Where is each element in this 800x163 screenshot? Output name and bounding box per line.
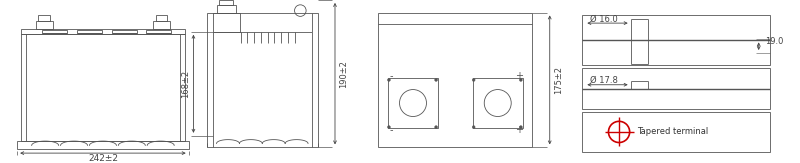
Text: 242±2: 242±2 bbox=[88, 154, 118, 163]
Bar bbox=[378, 13, 532, 147]
Bar bbox=[111, 30, 137, 33]
Bar bbox=[18, 141, 189, 149]
Bar bbox=[388, 78, 438, 128]
Circle shape bbox=[387, 126, 390, 129]
Bar bbox=[21, 29, 185, 34]
Text: 175±2: 175±2 bbox=[554, 66, 563, 94]
Text: Tapered terminal: Tapered terminal bbox=[638, 127, 709, 136]
Text: 168±2: 168±2 bbox=[182, 70, 190, 98]
Bar bbox=[42, 30, 67, 33]
Circle shape bbox=[434, 78, 438, 81]
Bar bbox=[213, 13, 240, 32]
Bar bbox=[35, 21, 53, 29]
Bar bbox=[582, 112, 770, 152]
Circle shape bbox=[387, 78, 390, 81]
Bar bbox=[146, 30, 171, 33]
Circle shape bbox=[434, 126, 438, 129]
Text: -: - bbox=[389, 125, 393, 135]
Bar bbox=[582, 15, 770, 66]
Bar bbox=[217, 5, 236, 13]
Bar bbox=[473, 78, 522, 128]
Circle shape bbox=[519, 78, 522, 81]
Bar bbox=[582, 68, 770, 109]
Circle shape bbox=[519, 126, 522, 129]
Text: +: + bbox=[515, 71, 523, 81]
Text: Ø 16.0: Ø 16.0 bbox=[590, 15, 618, 24]
Bar bbox=[38, 15, 50, 21]
Text: 19.0: 19.0 bbox=[766, 37, 784, 46]
Text: +: + bbox=[515, 125, 523, 135]
Text: -: - bbox=[389, 71, 393, 81]
Bar bbox=[219, 0, 233, 5]
Bar bbox=[156, 15, 167, 21]
Bar bbox=[153, 21, 170, 29]
Bar bbox=[21, 34, 185, 141]
Text: 190±2: 190±2 bbox=[339, 60, 348, 88]
Text: Ø 17.8: Ø 17.8 bbox=[590, 75, 618, 84]
Circle shape bbox=[472, 78, 475, 81]
Bar bbox=[207, 13, 318, 147]
Circle shape bbox=[472, 126, 475, 129]
Bar bbox=[77, 30, 102, 33]
